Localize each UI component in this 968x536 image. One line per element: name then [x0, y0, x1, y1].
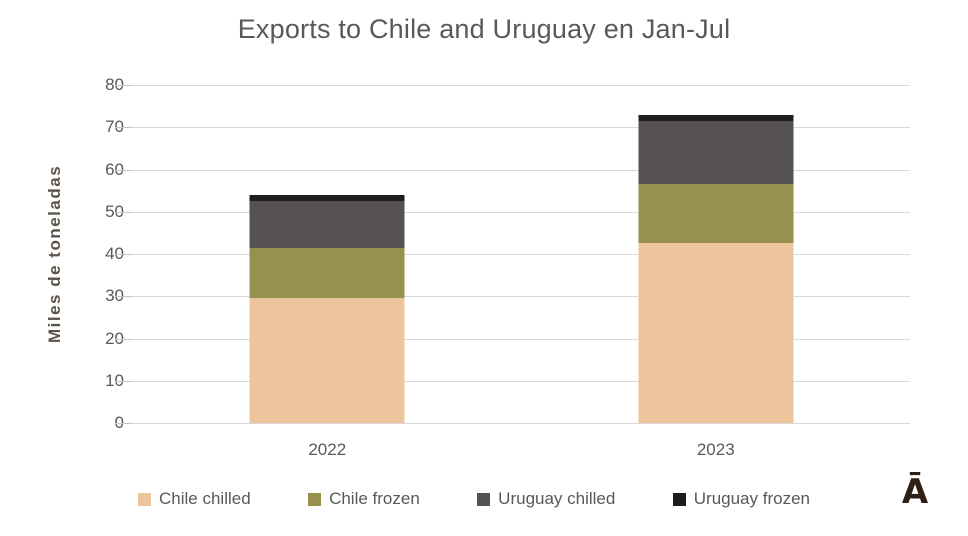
- chart-title: Exports to Chile and Uruguay en Jan-Jul: [237, 14, 731, 44]
- y-tick-mark: [115, 85, 133, 86]
- y-tick-label: 20: [105, 328, 124, 348]
- legend-item-chile-chilled: Chile chilled: [138, 489, 251, 509]
- y-tick-mark: [115, 338, 133, 340]
- gridline-y10: [133, 380, 910, 382]
- y-tick-label: 60: [105, 159, 124, 179]
- y-tick-label: 40: [105, 244, 124, 263]
- y-tick-label: 70: [105, 117, 124, 137]
- x-axis-labels: 2022 2023: [133, 440, 910, 462]
- y-tick-label: 30: [105, 286, 124, 306]
- gridline-y80: [133, 85, 910, 86]
- legend-item-chile-frozen: Chile frozen: [308, 489, 420, 509]
- bar-segment-2022-chile-chilled: [249, 298, 405, 423]
- y-tick-label: 50: [105, 201, 124, 221]
- legend-label: Uruguay chilled: [498, 489, 616, 508]
- brand-logo-icon: Ā: [901, 472, 929, 512]
- gridline-y30: [133, 296, 910, 298]
- legend-item-uruguay-frozen: Uruguay frozen: [672, 489, 810, 509]
- y-tick-mark: [115, 423, 133, 424]
- bar-segment-2023-uruguay-frozen: [638, 114, 794, 121]
- bar-segment-2023-chile-frozen: [638, 184, 794, 244]
- gridline-y70: [133, 127, 910, 129]
- legend-swatch-icon: [138, 492, 151, 506]
- legend-swatch-icon: [308, 492, 322, 506]
- x-tick-label-2023: 2023: [696, 440, 735, 459]
- gridline-y20: [133, 338, 910, 340]
- bar-segment-2022-chile-frozen: [249, 247, 405, 299]
- y-tick-label: 80: [105, 75, 124, 94]
- y-tick-mark: [115, 127, 133, 129]
- legend-swatch-icon: [672, 492, 686, 506]
- x-tick-label-2022: 2022: [308, 440, 347, 459]
- legend-swatch-icon: [477, 492, 491, 506]
- bar-2023: [638, 114, 794, 423]
- bar-segment-2022-uruguay-frozen: [249, 194, 405, 202]
- legend-label: Uruguay frozen: [693, 489, 810, 508]
- y-axis-labels: 0 10 20 30 40 50 60 70 80: [58, 75, 124, 432]
- bar-segment-2022-uruguay-chilled: [249, 201, 405, 248]
- bar-2022: [249, 194, 405, 423]
- legend: Chile chilled Chile frozen Uruguay chilled…: [138, 489, 810, 509]
- y-tick-label: 10: [105, 370, 124, 390]
- gridline-y40: [133, 254, 910, 255]
- y-tick-mark: [115, 380, 133, 382]
- y-tick-mark: [115, 254, 133, 255]
- gridline-y0: [133, 423, 910, 424]
- y-tick-mark: [115, 211, 133, 213]
- legend-label: Chile frozen: [329, 489, 420, 508]
- legend-label: Chile chilled: [159, 489, 251, 508]
- bar-segment-2023-chile-chilled: [638, 243, 794, 423]
- y-tick-label: 0: [58, 413, 124, 433]
- legend-item-uruguay-chilled: Uruguay chilled: [477, 489, 615, 509]
- gridline-y50: [133, 211, 910, 213]
- plot-area: [115, 85, 910, 424]
- bar-segment-2023-uruguay-chilled: [638, 120, 794, 185]
- y-tick-mark: [115, 296, 133, 298]
- gridline-y60: [133, 169, 910, 171]
- y-tick-mark: [115, 169, 133, 171]
